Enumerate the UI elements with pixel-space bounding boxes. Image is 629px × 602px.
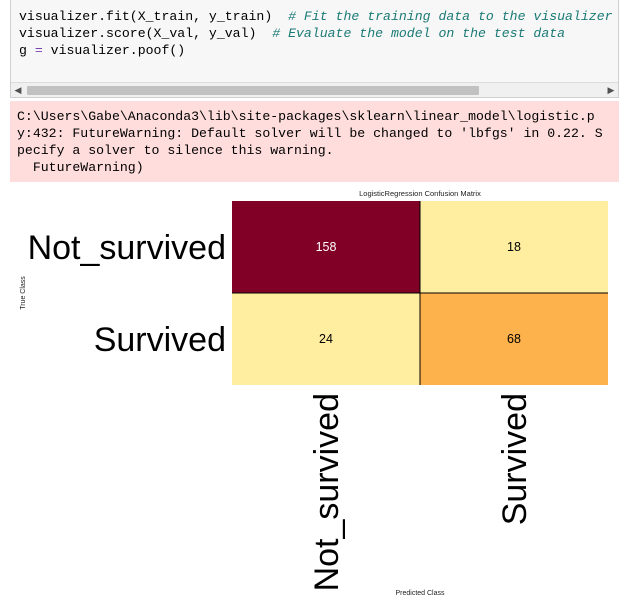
cell-value-0-0: 158	[316, 240, 337, 254]
code-line-2: visualizer.score(X_val, y_val) # Evaluat…	[19, 26, 566, 41]
code-line-3: g = visualizer.poof()	[19, 43, 186, 58]
confusion-matrix-plot: LogisticRegression Confusion Matrix 158 18…	[0, 185, 629, 602]
y-axis-label: True Class	[20, 276, 27, 310]
horizontal-scrollbar[interactable]: ◀ ▶	[11, 82, 618, 97]
stderr-output: C:\Users\Gabe\Anaconda3\lib\site-package…	[10, 101, 619, 182]
scroll-left-icon[interactable]: ◀	[14, 85, 22, 95]
code-cell[interactable]: visualizer.fit(X_train, y_train) # Fit t…	[10, 0, 619, 98]
x-tick-label: Not_survived	[308, 393, 346, 591]
heatmap-cell-0-1	[420, 201, 608, 293]
cell-value-0-1: 18	[507, 240, 521, 254]
x-axis-label: Predicted Class	[395, 590, 445, 597]
scrollbar-thumb[interactable]	[27, 86, 479, 95]
heatmap-cell-0-0	[232, 201, 420, 293]
y-tick-label: Survived	[94, 321, 226, 359]
code-editor[interactable]: visualizer.fit(X_train, y_train) # Fit t…	[19, 8, 613, 59]
cell-value-1-0: 24	[319, 332, 333, 346]
heatmap-cell-1-1	[420, 293, 608, 385]
chart-title: LogisticRegression Confusion Matrix	[359, 189, 481, 198]
scroll-right-icon[interactable]: ▶	[607, 85, 615, 95]
confusion-matrix-svg: LogisticRegression Confusion Matrix 158 18…	[20, 189, 608, 597]
x-tick-label: Survived	[496, 393, 534, 525]
cell-value-1-1: 68	[507, 332, 521, 346]
y-tick-label: Not_survived	[28, 229, 226, 267]
code-line-1: visualizer.fit(X_train, y_train) # Fit t…	[19, 9, 613, 24]
heatmap-cell-1-0	[232, 293, 420, 385]
warning-text: C:\Users\Gabe\Anaconda3\lib\site-package…	[17, 109, 603, 175]
